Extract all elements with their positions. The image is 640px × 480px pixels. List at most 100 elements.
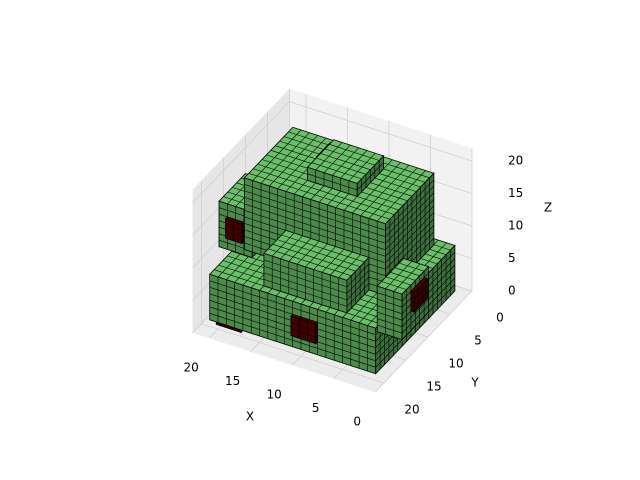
voxel-edge <box>316 157 367 175</box>
y-axis-label: Y <box>470 376 479 390</box>
y-tick-label: 10 <box>448 357 463 371</box>
voxel-edge <box>385 185 435 238</box>
voxel-edge <box>377 318 403 327</box>
grid-line <box>289 101 473 162</box>
voxel-edge <box>244 197 386 244</box>
voxel-edge <box>415 286 419 289</box>
z-axis-label: Z <box>544 201 552 215</box>
voxel-edge <box>346 263 370 288</box>
voxel-edge <box>277 239 361 267</box>
voxel-edge <box>241 228 245 231</box>
voxel-edge <box>377 311 403 321</box>
voxel-edge <box>244 203 386 251</box>
voxel-edge <box>385 192 435 244</box>
voxel-edge <box>329 144 380 161</box>
voxel-front <box>410 290 415 313</box>
voxel-edge <box>377 305 403 314</box>
voxel-edge <box>399 262 425 272</box>
z-tick-label: 10 <box>508 219 523 233</box>
voxel-edge <box>315 328 318 331</box>
z-tick-label: 0 <box>508 284 516 298</box>
voxel-edge <box>263 279 347 307</box>
voxel-edge <box>381 281 407 290</box>
voxel-edge <box>253 168 395 215</box>
x-tick-label: 10 <box>267 388 282 402</box>
voxel-edge <box>356 162 384 191</box>
voxel-edge <box>352 162 401 214</box>
voxel-edge <box>376 170 426 222</box>
voxel-edge <box>346 283 370 307</box>
voxel-edge <box>377 298 403 308</box>
voxel-edge <box>307 173 358 191</box>
voxel-edge <box>330 251 353 276</box>
voxel-edge <box>414 285 428 300</box>
voxel-edge <box>419 282 424 284</box>
voxel-edge <box>268 248 352 277</box>
voxel-edge <box>368 167 418 219</box>
voxel-edge <box>248 173 390 220</box>
z-tick-label: 5 <box>508 251 516 265</box>
voxel-edge <box>288 238 312 262</box>
x-tick-label: 15 <box>225 374 240 388</box>
voxel-side <box>241 221 245 245</box>
y-tick-label: 20 <box>404 403 419 417</box>
voxel-edge <box>281 234 365 263</box>
voxel-edge <box>263 266 347 294</box>
voxel-edge <box>401 305 429 334</box>
voxel-edge <box>410 297 415 300</box>
z-tick-label: 15 <box>508 186 523 200</box>
voxel-edge <box>225 231 243 238</box>
voxel-edge <box>263 259 347 288</box>
x-tick-label: 0 <box>353 415 361 429</box>
voxel-side <box>315 321 319 345</box>
y-tick-label: 0 <box>496 311 504 325</box>
voxel-edge <box>346 270 370 294</box>
voxel-edge <box>385 224 435 277</box>
voxel-edge <box>385 179 435 231</box>
grid-line <box>192 101 290 204</box>
voxel-edge <box>305 243 328 268</box>
voxel-edge <box>209 313 376 368</box>
x-axis-label: X <box>246 410 254 424</box>
voxel-edge <box>346 276 370 301</box>
voxel-edge <box>401 298 429 327</box>
voxel-edge <box>209 280 376 336</box>
voxel-edge <box>385 211 435 264</box>
voxel-edge <box>277 137 327 189</box>
voxel-edge <box>360 164 410 216</box>
voxel-edge <box>414 291 428 306</box>
x-tick-label: 20 <box>184 361 199 375</box>
voxel-edge <box>260 132 310 184</box>
voxel-edge <box>290 328 316 338</box>
y-tick-label: 5 <box>474 334 482 348</box>
grid-line <box>374 290 473 393</box>
voxel-edge <box>385 198 435 251</box>
voxel-edge <box>244 190 386 238</box>
voxel-edge <box>271 232 295 257</box>
voxel-edge <box>263 272 347 301</box>
voxel-edge <box>313 246 336 270</box>
voxel-edge <box>324 148 375 166</box>
voxel-edge <box>244 184 386 231</box>
voxel-edge <box>394 267 420 277</box>
voxel-edge <box>290 322 316 332</box>
voxel-edge <box>410 304 415 306</box>
voxel-edge <box>272 243 356 272</box>
voxel-edge <box>225 224 243 231</box>
voxel-front <box>376 285 403 341</box>
voxel-edge <box>280 235 303 260</box>
z-tick-label: 20 <box>508 154 523 168</box>
voxel-edge <box>241 235 245 238</box>
voxel-edge <box>385 276 411 286</box>
voxel-edge <box>377 292 403 301</box>
voxel-edge <box>390 272 416 281</box>
voxel-edge <box>385 205 435 257</box>
x-tick-label: 5 <box>312 401 320 415</box>
voxel-side <box>346 256 370 314</box>
voxel-edge <box>244 210 386 257</box>
y-tick-label: 15 <box>426 380 441 394</box>
voxel-edge <box>269 135 318 187</box>
voxel-edge <box>315 335 318 338</box>
voxel-edge <box>252 129 302 181</box>
